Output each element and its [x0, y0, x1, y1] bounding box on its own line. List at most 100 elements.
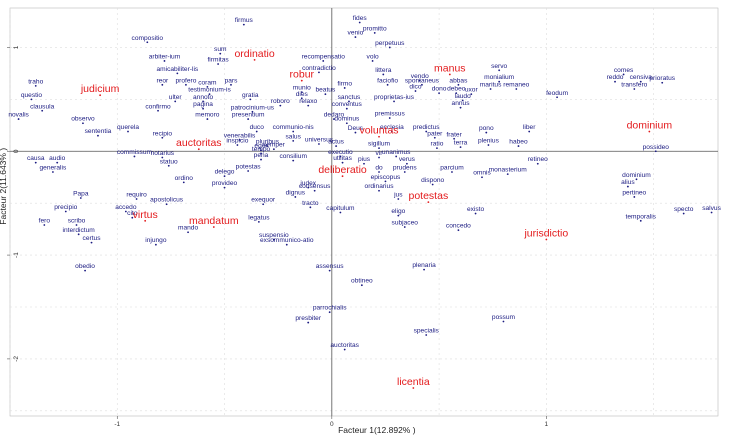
- word-label: munio: [293, 85, 311, 92]
- word-label: Papa: [73, 190, 89, 197]
- scatter-point: [322, 60, 325, 62]
- word-label: prioratus: [649, 75, 675, 82]
- word-label: unanimus: [382, 149, 411, 156]
- scatter-point: [197, 148, 200, 151]
- scatter-point: [388, 46, 391, 49]
- word-label: confirmo: [145, 103, 171, 110]
- scatter-point: [622, 73, 625, 76]
- word-label: ratio: [431, 141, 444, 148]
- scatter-point: [285, 243, 288, 246]
- scatter-point: [300, 97, 303, 100]
- word-label: reor: [156, 77, 169, 84]
- scatter-point: [230, 83, 232, 86]
- word-label: cito: [127, 210, 138, 217]
- scatter-point: [343, 87, 346, 89]
- word-label: do: [375, 165, 383, 172]
- word-label: pars: [225, 77, 239, 84]
- word-label: remaneo: [503, 81, 529, 88]
- scatter-point: [626, 185, 629, 188]
- scatter-point: [260, 158, 262, 161]
- scatter-point: [97, 134, 99, 137]
- scatter-point: [474, 212, 477, 215]
- word-label: omnis: [473, 170, 491, 177]
- word-label: episcopus: [371, 174, 401, 181]
- x-tick-label: -1: [114, 421, 120, 428]
- scatter-point: [300, 91, 303, 93]
- word-label: pius: [358, 156, 371, 163]
- word-label: existo: [467, 206, 485, 213]
- word-label: coram: [198, 79, 217, 86]
- word-label: dignus: [286, 189, 306, 196]
- scatter-point: [294, 196, 297, 198]
- scatter-point: [397, 198, 400, 200]
- scatter-point: [384, 180, 387, 183]
- word-label: annoto: [193, 94, 214, 101]
- word-label: tracto: [302, 200, 319, 207]
- word-label: pena: [254, 152, 269, 159]
- scatter-point: [661, 81, 664, 84]
- scatter-point: [373, 32, 376, 34]
- word-label: dominus: [334, 116, 360, 123]
- word-label: obedio: [75, 263, 95, 270]
- word-label: dispono: [421, 177, 444, 184]
- scatter-point: [397, 214, 400, 217]
- scatter-point: [335, 145, 338, 147]
- scatter-point: [249, 98, 252, 101]
- word-label: profero: [175, 77, 196, 84]
- y-tick-label: -2: [13, 356, 20, 362]
- word-label: clausula: [30, 103, 55, 110]
- scatter-point: [212, 226, 215, 228]
- scatter-point: [255, 130, 258, 133]
- scatter-point: [648, 130, 651, 133]
- scatter-point: [421, 83, 423, 86]
- word-label: gratia: [242, 92, 259, 99]
- scatter-point: [79, 197, 82, 199]
- highlight-word-label: dominium: [627, 120, 673, 132]
- word-label: plenius: [478, 138, 500, 145]
- scatter-point: [34, 84, 37, 87]
- word-label: comes: [614, 67, 634, 74]
- scatter-point: [354, 36, 357, 38]
- word-label: specialis: [414, 328, 440, 335]
- word-label: presentium: [232, 112, 265, 119]
- scatter-point: [208, 93, 211, 96]
- word-label: requiro: [126, 192, 147, 199]
- word-label: commissum: [117, 149, 153, 156]
- highlight-word-label: jurisdictio: [523, 228, 568, 240]
- word-label: utilitas: [333, 155, 352, 162]
- plot-frame: [9, 7, 719, 417]
- word-label: mando: [178, 225, 198, 232]
- scatter-point: [345, 122, 348, 125]
- word-label: predictus: [413, 124, 440, 131]
- scatter-point: [182, 181, 185, 184]
- grid-lines: [9, 7, 719, 417]
- scatter-point: [135, 198, 138, 200]
- scatter-point: [418, 79, 421, 82]
- word-label: firmus: [235, 17, 254, 24]
- word-label: debeo: [447, 86, 466, 93]
- word-label: suspensio: [259, 232, 289, 239]
- scatter-point: [328, 269, 331, 272]
- scatter-point: [517, 145, 520, 147]
- word-label: salus: [285, 133, 301, 140]
- scatter-point: [343, 348, 346, 351]
- scatter-point: [395, 155, 398, 158]
- scatter-point: [639, 219, 642, 222]
- x-tick-label: 1: [545, 421, 549, 428]
- word-label: terra: [454, 140, 468, 147]
- word-label: ecclesia: [380, 124, 404, 131]
- scatter-point: [406, 162, 408, 165]
- highlight-word-label: licentia: [397, 376, 430, 388]
- scatter-point: [238, 138, 241, 141]
- word-label: dico: [409, 84, 421, 91]
- scatter-point: [341, 175, 344, 178]
- word-label: inspicio: [226, 138, 248, 145]
- scatter-point: [131, 216, 134, 219]
- word-label: audio: [49, 155, 65, 162]
- word-label: possideo: [643, 144, 670, 151]
- word-label: pono: [479, 125, 494, 132]
- scatter-point: [333, 118, 335, 120]
- word-label: alius: [621, 179, 635, 186]
